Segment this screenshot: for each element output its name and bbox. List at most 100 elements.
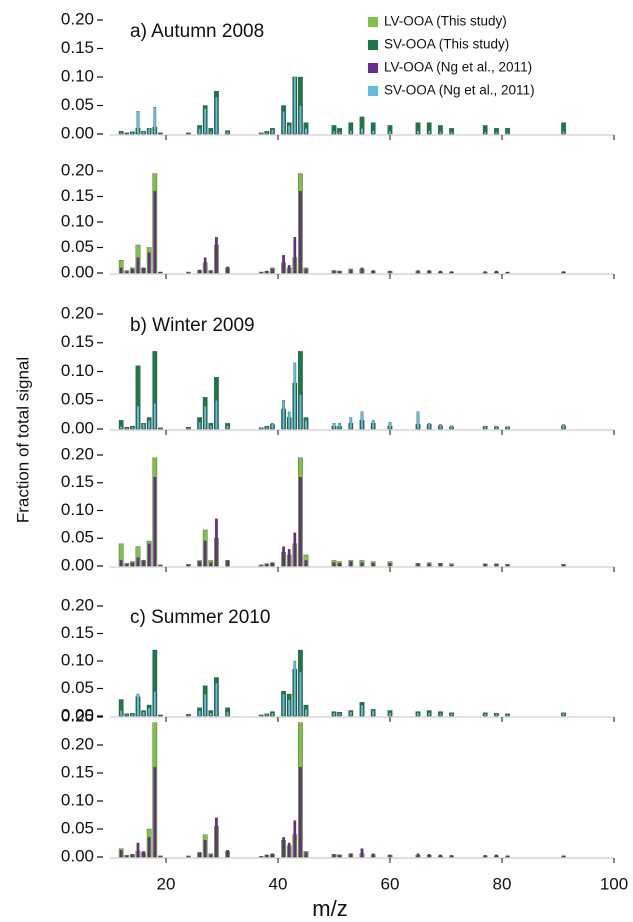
bar xyxy=(125,271,129,274)
bar xyxy=(159,272,162,274)
bar xyxy=(304,420,308,430)
bar xyxy=(439,424,442,430)
bar xyxy=(187,133,190,135)
y-tick-label: 0.05 xyxy=(61,678,94,697)
y-tick-label: 0.10 xyxy=(61,211,94,230)
bar xyxy=(562,855,565,858)
bar xyxy=(259,132,263,135)
bar xyxy=(495,564,498,567)
x-tick-label: 100 xyxy=(600,874,628,893)
bar xyxy=(293,362,297,430)
bar xyxy=(271,268,274,274)
bar xyxy=(304,560,308,567)
bar xyxy=(450,855,453,858)
bar xyxy=(360,704,364,717)
bar xyxy=(450,564,453,567)
bar xyxy=(282,546,285,567)
bar xyxy=(287,699,291,717)
bar xyxy=(304,268,308,274)
y-tick-label: 0.15 xyxy=(61,472,94,491)
bar xyxy=(271,853,274,858)
y-tick-label: 0.15 xyxy=(61,762,94,781)
bar xyxy=(349,561,353,567)
bar xyxy=(506,132,509,135)
legend-label: SV-OOA (This study) xyxy=(384,37,509,52)
bar xyxy=(119,710,123,717)
bar xyxy=(125,714,129,717)
bar xyxy=(349,130,353,135)
bar xyxy=(388,712,392,717)
bar xyxy=(198,269,201,274)
bar xyxy=(332,854,336,858)
bar xyxy=(142,267,145,274)
bar xyxy=(495,131,498,135)
bar xyxy=(147,707,151,717)
bar xyxy=(349,711,353,717)
bar xyxy=(226,560,229,567)
bar xyxy=(282,693,285,717)
bar xyxy=(136,693,140,717)
bar xyxy=(299,105,302,135)
bar xyxy=(215,817,218,858)
y-tick-label: 0.10 xyxy=(61,361,94,380)
bar xyxy=(483,271,487,274)
bar xyxy=(209,854,213,858)
bar xyxy=(131,562,134,567)
x-tick-label: 80 xyxy=(493,874,512,893)
bar xyxy=(287,411,291,430)
bar xyxy=(299,191,302,274)
bar xyxy=(439,854,442,858)
bar xyxy=(450,271,453,274)
y-tick-label: 0.00 xyxy=(61,418,94,437)
bar xyxy=(198,852,201,858)
bar xyxy=(349,417,353,430)
bar xyxy=(562,271,565,274)
bar xyxy=(187,714,190,717)
y-tick-label: 0.10 xyxy=(61,650,94,669)
bar xyxy=(416,411,420,430)
bar xyxy=(562,424,565,430)
bar xyxy=(427,854,431,858)
bar xyxy=(187,427,190,430)
y-tick-label: 0.05 xyxy=(61,528,94,547)
bar xyxy=(282,400,285,430)
legend-label: LV-OOA (This study) xyxy=(384,14,507,29)
y-tick-label: 0.00 xyxy=(61,262,94,281)
bar xyxy=(159,856,162,858)
bar xyxy=(416,712,420,717)
bar xyxy=(136,111,140,135)
bar xyxy=(483,425,487,430)
bar xyxy=(506,564,509,567)
bar xyxy=(338,855,341,858)
panel-label: b) Winter 2009 xyxy=(130,315,255,336)
bar xyxy=(293,820,297,858)
bar xyxy=(215,96,218,135)
bar xyxy=(483,713,487,717)
y-tick-label: 0.15 xyxy=(61,332,94,351)
bar xyxy=(259,427,263,430)
bar xyxy=(388,130,392,135)
bar xyxy=(226,711,229,717)
bar xyxy=(136,557,140,567)
bar xyxy=(287,125,291,135)
y-tick-label: 0.25 xyxy=(61,706,94,725)
y-tick-label: 0.00 xyxy=(61,555,94,574)
bar xyxy=(282,254,285,274)
y-tick-label: 0.15 xyxy=(61,38,94,57)
y-tick-label: 0.15 xyxy=(61,623,94,642)
bar xyxy=(187,272,190,274)
bar xyxy=(136,842,140,858)
y-tick-label: 0.20 xyxy=(61,303,94,322)
bar xyxy=(226,425,229,430)
bar xyxy=(304,128,308,135)
bar xyxy=(147,420,151,430)
y-tick-label: 0.20 xyxy=(61,595,94,614)
bar xyxy=(131,132,134,135)
y-tick-label: 0.00 xyxy=(61,123,94,142)
bar xyxy=(427,423,431,430)
y-tick-label: 0.05 xyxy=(61,390,94,409)
y-tick-label: 0.20 xyxy=(61,444,94,463)
bar xyxy=(338,131,341,135)
bar xyxy=(349,269,353,274)
bar xyxy=(209,562,213,567)
